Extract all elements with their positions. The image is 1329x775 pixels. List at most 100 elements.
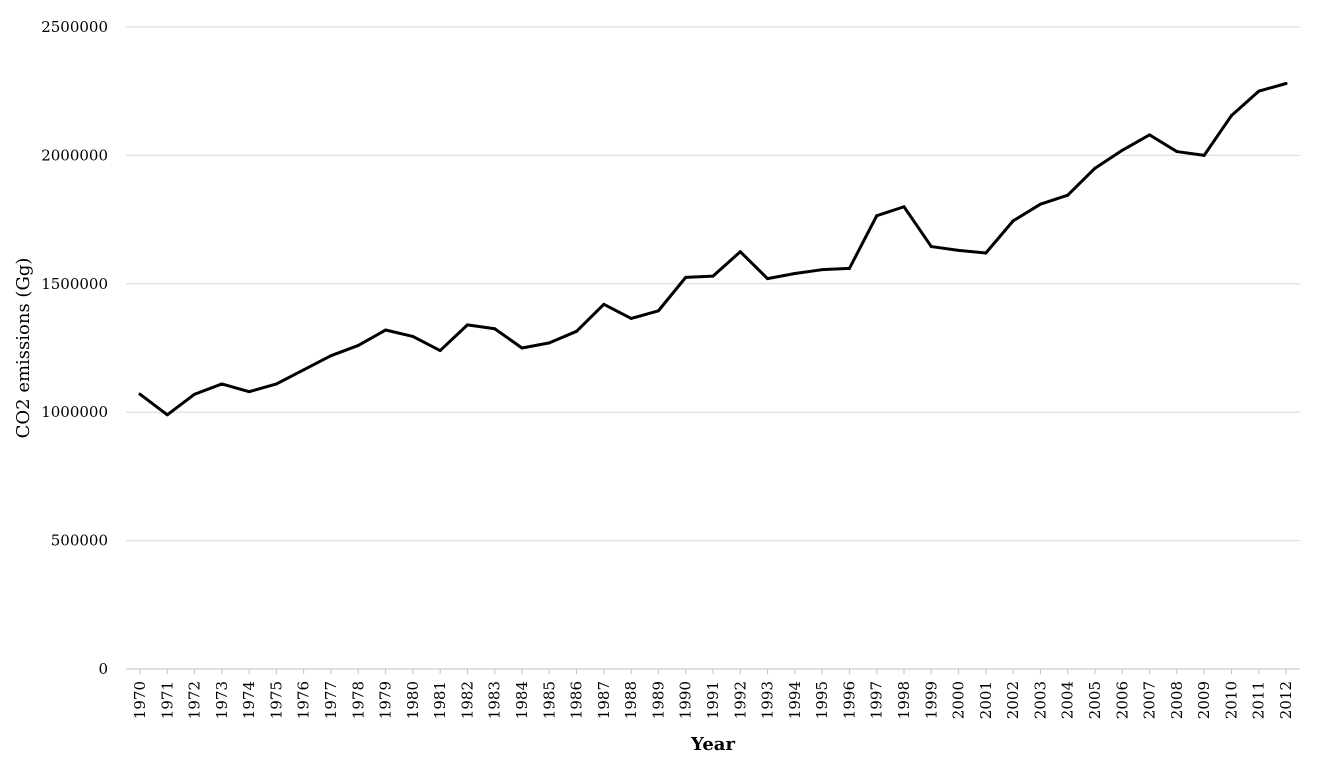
- x-tick-label: 1978: [349, 681, 367, 719]
- data-point: [684, 275, 688, 279]
- x-tick-label: 1994: [786, 681, 804, 719]
- x-tick-label: 2009: [1195, 681, 1213, 719]
- x-tick-label: 1988: [622, 681, 640, 719]
- x-tick-label: 1998: [895, 681, 913, 719]
- x-tick-label: 2003: [1031, 681, 1049, 719]
- x-tick-label: 1997: [868, 681, 886, 719]
- data-point: [138, 392, 142, 396]
- data-point: [793, 272, 797, 276]
- x-tick-label: 2010: [1222, 681, 1240, 719]
- x-tick-label: 1979: [377, 681, 395, 719]
- data-point: [1093, 166, 1097, 170]
- series-line: [138, 82, 1288, 417]
- y-axis-title: CO2 emissions (Gg): [13, 258, 34, 439]
- x-tick-label: 1984: [513, 681, 531, 719]
- x-tick-label: 2008: [1168, 681, 1186, 719]
- data-point: [656, 309, 660, 313]
- data-point: [1148, 133, 1152, 137]
- data-point: [575, 329, 579, 333]
- data-point: [384, 328, 388, 332]
- data-point: [1120, 148, 1124, 152]
- x-tick-label: 2004: [1059, 681, 1077, 719]
- x-tick-label: 1990: [677, 681, 695, 719]
- x-tick-label: 1986: [568, 681, 586, 719]
- x-axis-title: Year: [690, 734, 735, 755]
- data-point: [711, 274, 715, 278]
- x-tick-label: 1985: [540, 681, 558, 719]
- y-tick-label: 1000000: [41, 403, 108, 421]
- x-tick-label: 1989: [649, 681, 667, 719]
- data-point: [465, 323, 469, 327]
- data-point: [165, 413, 169, 417]
- data-point: [193, 392, 197, 396]
- data-point: [411, 334, 415, 338]
- x-tick-label: 1995: [813, 681, 831, 719]
- data-point: [247, 390, 251, 394]
- x-tick-label: 1991: [704, 681, 722, 719]
- x-tick-label: 1973: [213, 681, 231, 719]
- x-tick-label: 2011: [1250, 681, 1268, 719]
- data-point: [274, 382, 278, 386]
- x-tick-label: 1992: [731, 681, 749, 719]
- x-tick-label: 1974: [240, 681, 258, 719]
- y-tick-label: 1500000: [41, 275, 108, 293]
- data-point: [738, 250, 742, 254]
- y-tick-label: 500000: [51, 532, 108, 550]
- data-point: [902, 205, 906, 209]
- x-tick-label: 1996: [840, 681, 858, 719]
- x-tick-label: 2006: [1113, 681, 1131, 719]
- data-point: [356, 343, 360, 347]
- x-tick-label: 2002: [1004, 681, 1022, 719]
- data-point: [820, 268, 824, 272]
- x-tick-label: 2001: [977, 681, 995, 719]
- data-point: [629, 316, 633, 320]
- data-point: [493, 327, 497, 331]
- x-tick-label: 1971: [158, 681, 176, 719]
- x-tick-label: 1977: [322, 681, 340, 719]
- x-tick-label: 1970: [131, 681, 149, 719]
- data-point: [220, 382, 224, 386]
- data-point: [1284, 81, 1288, 85]
- gridlines: [126, 26, 1300, 670]
- data-point: [766, 277, 770, 281]
- data-point: [1066, 193, 1070, 197]
- data-point: [329, 354, 333, 358]
- x-tick-label: 2012: [1277, 681, 1295, 719]
- y-tick-label: 0: [98, 660, 108, 678]
- data-point: [929, 245, 933, 249]
- data-point: [547, 341, 551, 345]
- x-tick-label: 1976: [295, 681, 313, 719]
- data-point: [1175, 150, 1179, 154]
- data-point: [602, 302, 606, 306]
- y-tick-label: 2000000: [41, 146, 108, 164]
- x-tick-label: 1980: [404, 681, 422, 719]
- data-point: [957, 248, 961, 252]
- x-axis-ticks: 1970 1971 1972 1973 1974 1975 1976 1977 1978 1979…: [131, 669, 1295, 719]
- y-axis-ticks: 0 500000 1000000 1500000 2000000 2500000: [41, 18, 108, 678]
- x-tick-label: 2000: [950, 681, 968, 719]
- data-point: [1202, 153, 1206, 157]
- x-tick-label: 2005: [1086, 681, 1104, 719]
- data-point: [875, 214, 879, 218]
- x-tick-label: 1982: [458, 681, 476, 719]
- x-tick-label: 1987: [595, 681, 613, 719]
- data-point: [438, 349, 442, 353]
- x-tick-label: 1972: [186, 681, 204, 719]
- data-point: [1229, 114, 1233, 118]
- data-point: [302, 368, 306, 372]
- data-point: [520, 346, 524, 350]
- x-tick-label: 1975: [267, 681, 285, 719]
- series-layer: [138, 81, 1288, 417]
- x-tick-label: 1981: [431, 681, 449, 719]
- data-point: [1011, 219, 1015, 223]
- data-point: [1038, 202, 1042, 206]
- x-tick-label: 1983: [486, 681, 504, 719]
- x-tick-label: 2007: [1141, 681, 1159, 719]
- data-point: [1257, 89, 1261, 93]
- x-tick-label: 1993: [759, 681, 777, 719]
- y-tick-label: 2500000: [41, 18, 108, 36]
- data-point: [984, 251, 988, 255]
- x-tick-label: 1999: [922, 681, 940, 719]
